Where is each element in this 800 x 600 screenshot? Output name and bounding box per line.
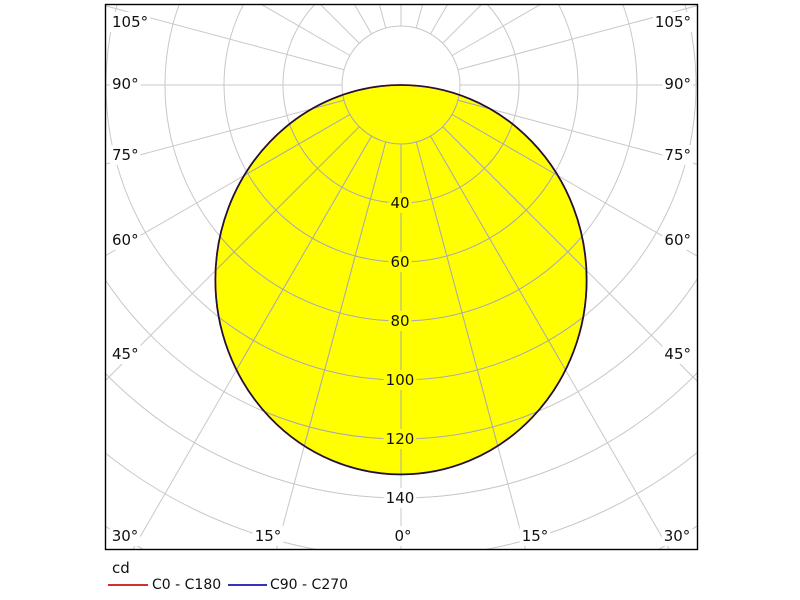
angle-label-right-2: 75° — [664, 146, 691, 164]
angle-label-bottom-2-bg — [392, 526, 414, 546]
angle-label-right-0: 105° — [655, 13, 691, 31]
angle-label-left-2: 75° — [112, 146, 139, 164]
angle-label-bottom-0-bg — [109, 526, 141, 546]
intensity-label-100-bg — [383, 370, 417, 390]
curve-c90-c270 — [214, 84, 588, 476]
angle-label-bottom-1-bg — [252, 526, 284, 546]
angle-label-left-0: 105° — [112, 13, 148, 31]
angle-label-right-4-bg — [662, 344, 693, 364]
angle-label-right-3-bg — [662, 230, 693, 250]
angle-label-left-4: 45° — [112, 345, 139, 363]
angle-label-bottom-4: 30° — [664, 527, 691, 545]
angle-label-left-3: 60° — [112, 231, 139, 249]
intensity-label-120-bg — [383, 429, 417, 449]
angle-label-left-4-bg — [110, 344, 141, 364]
angle-label-bottom-2: 0° — [394, 527, 411, 545]
intensity-label-80: 80 — [390, 312, 409, 330]
legend-swatch-c0-c180 — [108, 584, 148, 586]
intensity-label-120: 120 — [386, 430, 415, 448]
angle-label-bottom-1: 15° — [255, 527, 282, 545]
intensity-label-80-bg — [388, 311, 412, 331]
angle-label-right-2-bg — [662, 145, 693, 165]
intensity-label-40: 40 — [390, 194, 409, 212]
intensity-label-140-bg — [383, 488, 417, 508]
intensity-label-60: 60 — [390, 253, 409, 271]
angle-label-left-2-bg — [110, 145, 141, 165]
angle-label-bottom-0: 30° — [112, 527, 139, 545]
angle-label-left-0-bg — [110, 12, 151, 32]
legend-label-c0-c180: C0 - C180 — [152, 577, 222, 593]
angle-label-bottom-3: 15° — [522, 527, 549, 545]
angle-label-left-1-bg — [110, 74, 141, 94]
intensity-label-40-bg — [388, 193, 412, 213]
angle-label-bottom-4-bg — [661, 526, 693, 546]
chart-frame — [104, 3, 699, 551]
angle-label-right-0-bg — [652, 12, 693, 32]
angle-label-right-1: 90° — [664, 75, 691, 93]
angle-label-left-3-bg — [110, 230, 141, 250]
angle-label-right-1-bg — [662, 74, 693, 94]
intensity-label-100: 100 — [386, 371, 415, 389]
angle-label-right-3: 60° — [664, 231, 691, 249]
angle-label-right-4: 45° — [664, 345, 691, 363]
unit-label: cd — [112, 559, 130, 577]
legend-swatch-c90-c270 — [228, 584, 267, 586]
angle-label-bottom-3-bg — [519, 526, 551, 546]
intensity-label-140: 140 — [386, 489, 415, 507]
intensity-label-60-bg — [388, 252, 412, 272]
legend-label-c90-c270: C90 - C270 — [270, 577, 349, 593]
angle-label-left-1: 90° — [112, 75, 139, 93]
